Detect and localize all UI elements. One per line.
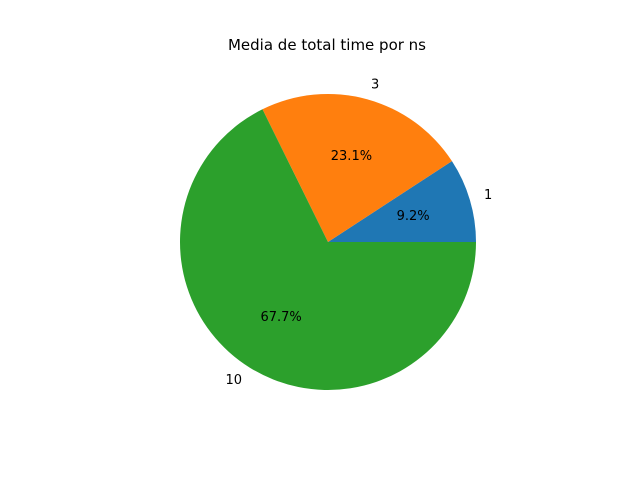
percent-label-3: 23.1% bbox=[331, 149, 372, 164]
pie-labels: 1 9.2% 3 23.1% 10 67.7% bbox=[226, 77, 493, 387]
percent-label-1: 9.2% bbox=[397, 209, 430, 224]
slice-label-10: 10 bbox=[226, 373, 243, 388]
pie-slice-1 bbox=[328, 161, 476, 242]
percent-label-10: 67.7% bbox=[260, 310, 301, 325]
pie-slices bbox=[180, 94, 476, 391]
chart-title: Media de total time por ns bbox=[228, 36, 426, 54]
pie-slice-10 bbox=[180, 109, 476, 391]
slice-label-1: 1 bbox=[484, 188, 492, 203]
slice-label-3: 3 bbox=[371, 77, 379, 92]
pie-slice-3 bbox=[262, 94, 452, 242]
